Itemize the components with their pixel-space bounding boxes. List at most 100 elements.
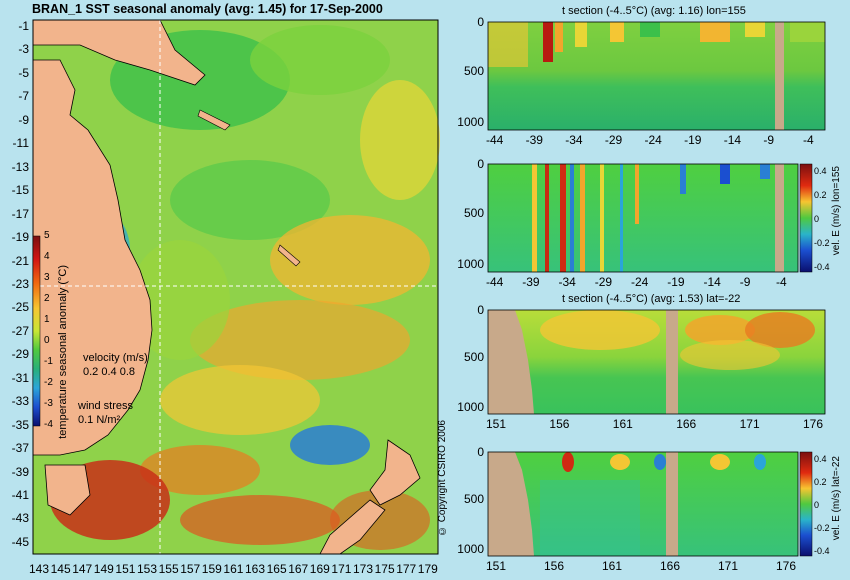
- p3-x-tick: 161: [612, 417, 633, 431]
- p3-title: t section (-4..5°C) (avg: 1.53) lat=-22: [562, 293, 741, 305]
- map-y-tick: -9: [18, 112, 29, 127]
- map-y-tick: -27: [11, 323, 29, 338]
- map-x-tick: 153: [137, 562, 158, 576]
- map-x-tick: 149: [93, 562, 114, 576]
- p2-x-tick: -34: [558, 275, 576, 289]
- velocity-legend-label: velocity (m/s): [83, 352, 148, 364]
- p2-x-tick: -44: [486, 275, 504, 289]
- p1-features: [488, 22, 825, 67]
- map-x-tick: 167: [288, 562, 309, 576]
- p3-x-tick: 171: [739, 417, 760, 431]
- p4-y-tick: 1000: [457, 541, 484, 556]
- p1-x-tick: -44: [486, 133, 504, 147]
- p1-x-tick: -24: [644, 133, 662, 147]
- map-y-tick: -31: [11, 370, 29, 385]
- p4-x-tick: 151: [486, 559, 507, 573]
- p4-x-tick: 156: [544, 559, 565, 573]
- p2-colorbar: [799, 163, 813, 273]
- p3-y-tick: 500: [463, 349, 484, 364]
- colorbar-tick: 5: [44, 230, 50, 241]
- p2-colorbar-tick: 0: [814, 214, 820, 224]
- p1-y-tick: 1000: [457, 115, 484, 130]
- p4-frame: [487, 451, 799, 557]
- colorbar-tick: 0: [44, 335, 50, 346]
- map-x-tick: 151: [115, 562, 136, 576]
- p1-x-tick: -19: [684, 133, 702, 147]
- map-x-tick: 163: [245, 562, 266, 576]
- map-x-tick: 159: [201, 562, 222, 576]
- p2-features: [532, 164, 770, 272]
- colorbar-tick: 2: [44, 293, 50, 304]
- main-title: BRAN_1 SST seasonal anomaly (avg: 1.45) …: [32, 2, 383, 16]
- p4-y-tick: 0: [477, 445, 484, 459]
- p2-y-tick: 1000: [457, 257, 484, 272]
- p4-x-tick: 176: [776, 559, 797, 573]
- map-x-tick: 161: [223, 562, 244, 576]
- p2-x-tick: -9: [739, 275, 751, 289]
- p3-x-tick: 151: [486, 417, 507, 431]
- p2-x-tick: -4: [776, 275, 787, 289]
- p4-x-tick: 166: [660, 559, 681, 573]
- p4-y-tick: 500: [463, 491, 484, 506]
- p2-x-tick: -19: [667, 275, 685, 289]
- colorbar-tick: 4: [44, 251, 50, 262]
- wind-legend-scale: 0.1 N/m²: [78, 414, 121, 426]
- p4-colorbar-tick: 0: [814, 500, 820, 510]
- p3-land: [488, 310, 534, 414]
- map-y-tick: -11: [12, 136, 29, 151]
- land-nz-north: [369, 439, 421, 506]
- p1-gap: [775, 22, 784, 130]
- p2-colorbar-tick: 0.4: [814, 166, 827, 176]
- p1-y-tick: 500: [463, 63, 484, 78]
- p2-y-tick: 0: [477, 157, 484, 171]
- p2-field: [488, 164, 798, 272]
- p4-field: [488, 452, 798, 556]
- p2-frame: [487, 163, 799, 273]
- temperature-colorbar: [32, 235, 41, 427]
- p2-colorbar-tick: 0.2: [814, 190, 827, 200]
- p2-x-tick: -24: [631, 275, 649, 289]
- island-solomons: [197, 109, 231, 131]
- p3-features: [540, 310, 815, 370]
- colorbar-tick: -4: [44, 419, 53, 430]
- map-x-tick: 177: [396, 562, 417, 576]
- p1-x-tick: -9: [763, 133, 775, 147]
- p2-colorbar-tick: -0.2: [814, 238, 830, 248]
- p4-colorbar-tick: -0.4: [814, 546, 830, 556]
- p1-y-tick: 0: [477, 15, 484, 29]
- map-y-tick: -17: [11, 206, 29, 221]
- p2-y-tick: 500: [463, 205, 484, 220]
- p2-x-tick: -29: [594, 275, 613, 289]
- p1-x-tick: -14: [723, 133, 742, 147]
- map-x-tick: 173: [353, 562, 374, 576]
- map-y-tick: -23: [11, 276, 29, 291]
- land-tasmania: [44, 464, 91, 516]
- map-x-tick: 175: [374, 562, 395, 576]
- p4-land: [488, 452, 534, 556]
- copyright-text: © Copyright CSIRO 2006: [437, 420, 448, 537]
- p3-gap: [666, 310, 678, 414]
- map-y-tick: -7: [18, 89, 29, 104]
- velocity-legend-scale: 0.2 0.4 0.8: [83, 366, 135, 378]
- p1-x-tick: -4: [803, 133, 814, 147]
- map-y-tick: -19: [11, 230, 29, 245]
- p2-colorbar-tick: -0.4: [814, 262, 830, 272]
- p2-colorbar-label: vel. E (m/s) lon=155: [831, 166, 842, 256]
- map-y-tick: -39: [11, 464, 29, 479]
- map-x-tick: 157: [180, 562, 201, 576]
- land-new-guinea: [32, 19, 206, 86]
- colorbar-tick: -1: [44, 356, 53, 367]
- p1-field: [488, 22, 825, 130]
- map-y-tick: -25: [11, 300, 29, 315]
- temperature-colorbar-label: temperature seasonal anomaly (°C): [57, 265, 69, 439]
- map-y-tick: -3: [18, 42, 29, 57]
- island-new-caledonia: [277, 244, 301, 267]
- map-y-tick: -33: [11, 394, 29, 409]
- map-x-tick: 169: [309, 562, 330, 576]
- map-y-tick: -35: [11, 417, 29, 432]
- map-y-tick: -1: [18, 19, 29, 33]
- map-x-tick: 165: [266, 562, 287, 576]
- p4-x-tick: 161: [602, 559, 623, 573]
- map-y-tick: -45: [11, 534, 29, 549]
- colorbar-tick: 1: [44, 314, 50, 325]
